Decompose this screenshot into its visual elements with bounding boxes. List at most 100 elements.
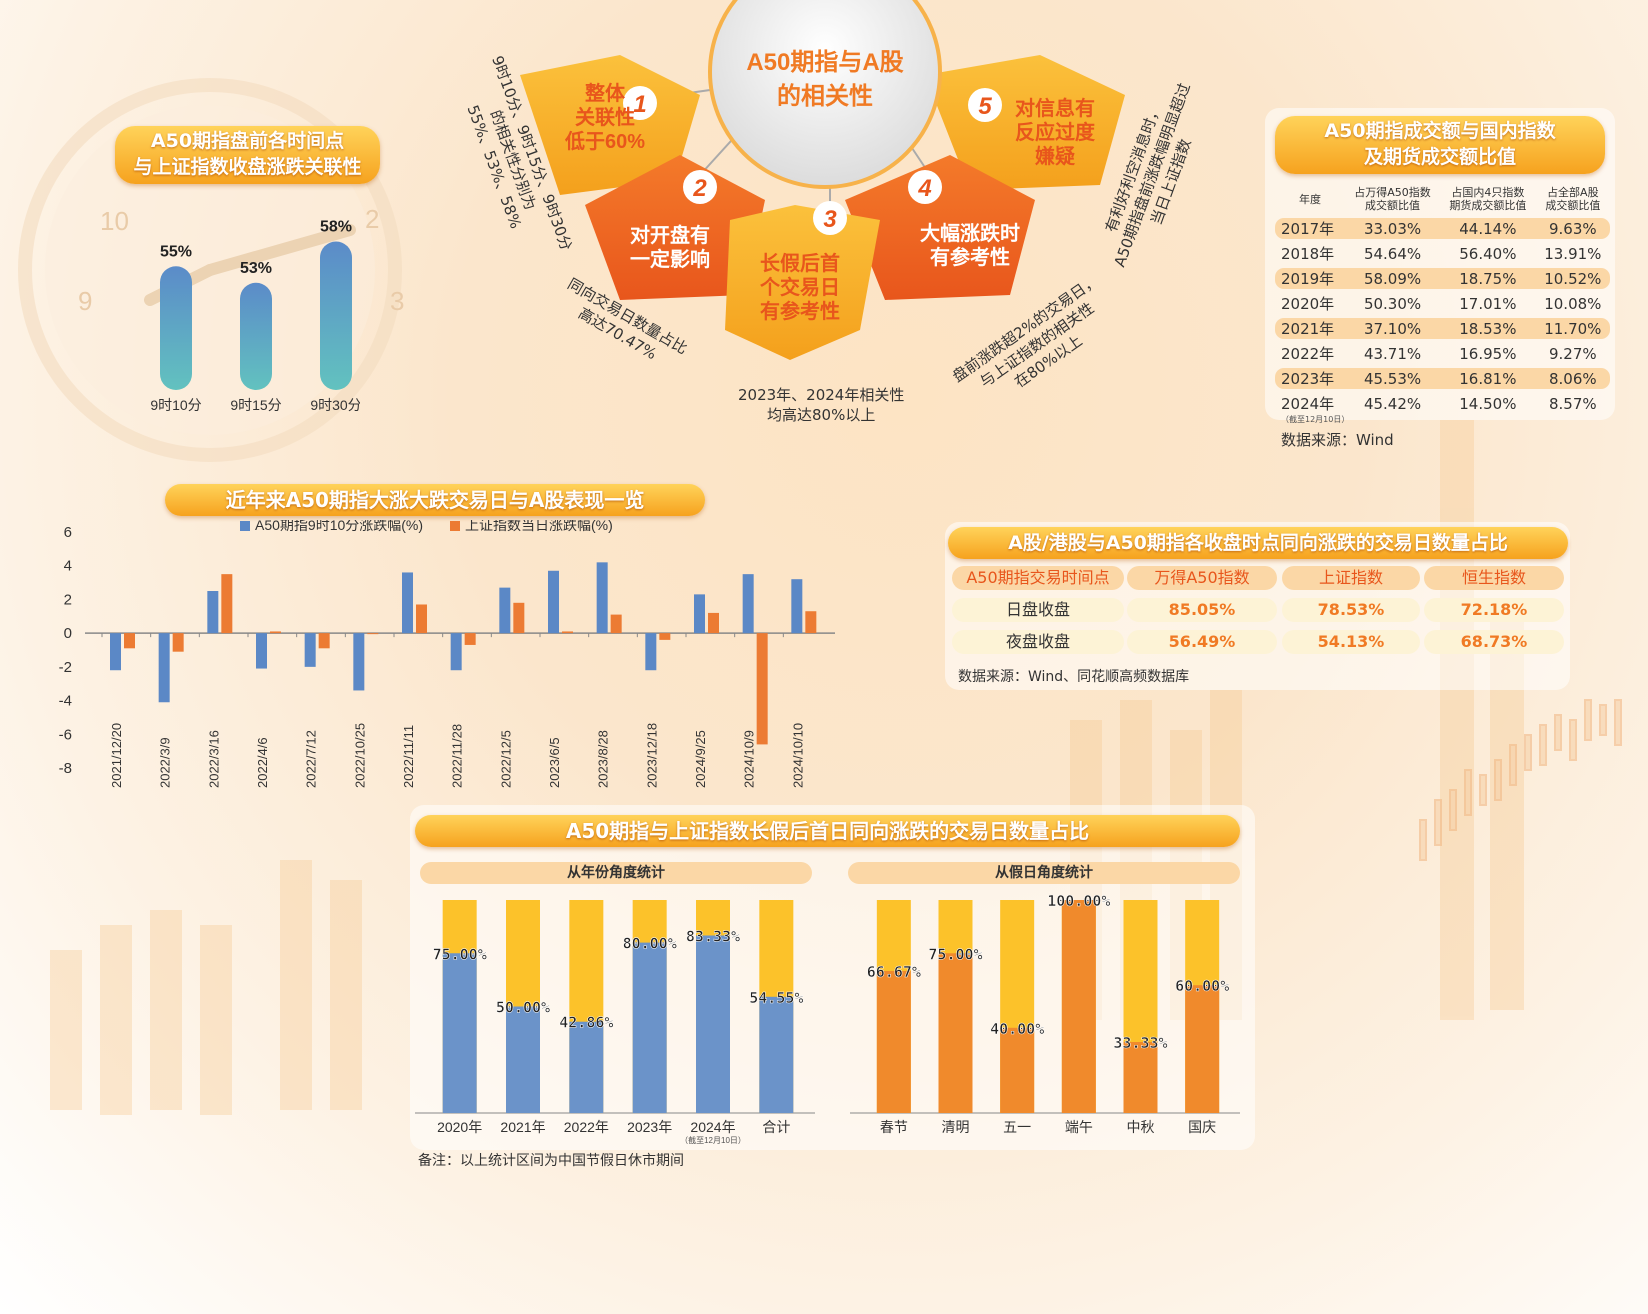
- table1-cell: 16.81%: [1440, 368, 1536, 389]
- holiday-festival-category-label: 国庆: [1188, 1119, 1216, 1135]
- table1-cell: 2019年: [1275, 268, 1345, 289]
- corr-bar: [320, 241, 352, 390]
- bigbar-bar: [450, 633, 462, 671]
- table1-cell: 58.09%: [1345, 268, 1441, 289]
- petal-1-line1: 整体: [584, 81, 626, 105]
- table2-header: 恒生指数: [1424, 566, 1564, 590]
- bigbar-ytick: 0: [64, 625, 72, 642]
- table1-cell: 2020年: [1281, 295, 1335, 313]
- bigbar-bar: [402, 572, 413, 634]
- table1-cell: 37.10%: [1345, 318, 1441, 339]
- bigbar-category-label: 2022/11/28: [450, 724, 465, 788]
- bigbar-category-label: 2022/11/11: [401, 725, 416, 788]
- holiday-festival-value-label: 100.00%: [1047, 895, 1110, 910]
- bigbar-category-label: 2022/12/5: [498, 730, 513, 788]
- holiday-year-category-label: 2020年: [437, 1119, 482, 1135]
- petal-3-line3: 有参考性: [760, 299, 840, 323]
- bigbar-bar: [207, 591, 219, 634]
- table2-header: 上证指数: [1282, 566, 1420, 590]
- bigbar-category-label: 2023/6/5: [547, 737, 562, 788]
- table2-cell: 54.13%: [1282, 630, 1420, 654]
- petal-3: [725, 205, 880, 360]
- table2-cell: 日盘收盘: [952, 598, 1124, 622]
- bigbar-bar: [353, 633, 365, 691]
- bigbar-category-label: 2024/10/9: [742, 730, 757, 788]
- table2-cell: 68.73%: [1424, 630, 1564, 654]
- bigbar-bar: [562, 631, 573, 634]
- bigbar-bar: [499, 587, 511, 634]
- center-title-line1: A50期指与A股: [746, 49, 903, 76]
- svg-text:2: 2: [365, 204, 379, 234]
- corr-value-label: 55%: [160, 243, 192, 260]
- table1-cell: 33.03%: [1345, 218, 1441, 239]
- petal-4-line2: 有参考性: [930, 245, 1010, 269]
- bigbar-bar: [805, 611, 817, 634]
- svg-text:10: 10: [100, 206, 129, 236]
- bigbar-bar: [791, 579, 803, 634]
- table2-title: A股/港股与A50期指各收盘时点同向涨跌的交易日数量占比: [948, 527, 1568, 559]
- petal-1-number: 1: [633, 91, 646, 118]
- petal-3-line2: 个交易日: [759, 275, 840, 299]
- bigbar-title: 近年来A50期指大涨大跌交易日与A股表现一览: [165, 484, 705, 516]
- holiday-year-category-label: 2022年: [564, 1119, 609, 1135]
- bigbar-legend-label: 上证指数当日涨跌幅(%): [465, 520, 613, 533]
- holiday-festival-bar: [1000, 1027, 1035, 1113]
- table1-source: 数据来源：Wind: [1281, 431, 1394, 449]
- table1-cell: 2018年: [1281, 245, 1335, 263]
- holiday-year-value-label: 83.33%: [686, 928, 740, 946]
- petal-2-line1: 对开盘有: [630, 223, 710, 247]
- petal-1: [520, 55, 700, 195]
- bigbar-bar: [304, 633, 316, 667]
- table1-row: 2023年 45.53% 16.81% 8.06%: [1275, 368, 1610, 389]
- center-title-line2: 的相关性: [777, 82, 873, 110]
- table1-cell: 13.91%: [1544, 244, 1602, 263]
- petal-1-line2: 关联性: [575, 105, 635, 129]
- bigbar-bar: [694, 594, 705, 634]
- holiday-festival-chart: 66.67% 春节 75.00% 清明 40.00% 五一 100.00% 端午 33.33% 中…: [850, 895, 1240, 1135]
- bigbar-category-label: 2022/10/25: [352, 723, 367, 788]
- bigbar-chart: 6 4 2 0 -2 -4 -6 -8 2021/12/20 2022/3/9 2022/3/16 2…: [59, 520, 835, 788]
- bigbar-legend-swatch: [240, 521, 250, 531]
- table1-row: 2020年 50.30% 17.01% 10.08%: [1275, 293, 1610, 314]
- holiday-year-value-label: 80.00%: [623, 935, 677, 953]
- corr-category-label: 9时10分: [150, 397, 201, 413]
- holiday-festival-category-label: 端午: [1065, 1119, 1093, 1135]
- holiday-year-value-label: 50.00%: [496, 999, 550, 1017]
- bigbar-category-label: 2022/3/9: [158, 737, 173, 788]
- bigbar-bar: [270, 631, 281, 634]
- table2-source: 数据来源：Wind、同花顺高频数据库: [958, 669, 1190, 685]
- holiday-remark: 备注：以上统计区间为中国节假日休市期间: [418, 1153, 684, 1169]
- bigbar-bar: [158, 633, 170, 703]
- petal-5-number: 5: [978, 93, 992, 120]
- table1-cell: 10.52%: [1535, 268, 1610, 289]
- corr-category-label: 9时30分: [310, 397, 360, 413]
- holiday-year-category-label: 2024年: [690, 1119, 735, 1135]
- bigbar-category-label: 2023/8/28: [596, 730, 611, 788]
- bigbar-bar: [464, 633, 476, 645]
- bigbar-category-label: 2022/4/6: [255, 737, 270, 788]
- bigbar-ytick: -4: [59, 693, 72, 710]
- table1-cell: 54.64%: [1363, 244, 1422, 263]
- bigbar-bar: [645, 633, 657, 671]
- bigbar-bar: [548, 570, 559, 634]
- holiday-festival-category-label: 清明: [942, 1119, 970, 1135]
- holiday-festival-value-label: 40.00%: [990, 1020, 1044, 1038]
- petal-5-line1: 对信息有: [1015, 96, 1095, 120]
- table2-cell: 夜盘收盘: [952, 630, 1124, 654]
- bigbar-ytick: -8: [59, 760, 72, 777]
- table1-cell: 8.06%: [1535, 368, 1610, 389]
- table1-row: 2022年 43.71% 16.95% 9.27%: [1275, 343, 1610, 364]
- bigbar-bar: [742, 574, 754, 634]
- bigbar-ytick: -2: [59, 659, 72, 676]
- turnover-table-title: A50期指成交额与国内指数 及期货成交额比值: [1275, 116, 1605, 174]
- petal-4-number: 4: [917, 175, 931, 202]
- bigbar-bar: [416, 604, 427, 634]
- holiday-year-bar: [506, 1006, 540, 1113]
- holiday-year-bar: [632, 942, 667, 1113]
- petal-5-line2: 反应过度: [1015, 120, 1096, 144]
- holiday-year-bar: [442, 953, 477, 1113]
- table1-cell: 11.70%: [1535, 318, 1610, 339]
- table1-cell: 17.01%: [1459, 294, 1517, 313]
- table1-2024-note: （截至12月10日）: [1281, 415, 1350, 424]
- holiday-year-value-label: 54.55%: [749, 989, 803, 1007]
